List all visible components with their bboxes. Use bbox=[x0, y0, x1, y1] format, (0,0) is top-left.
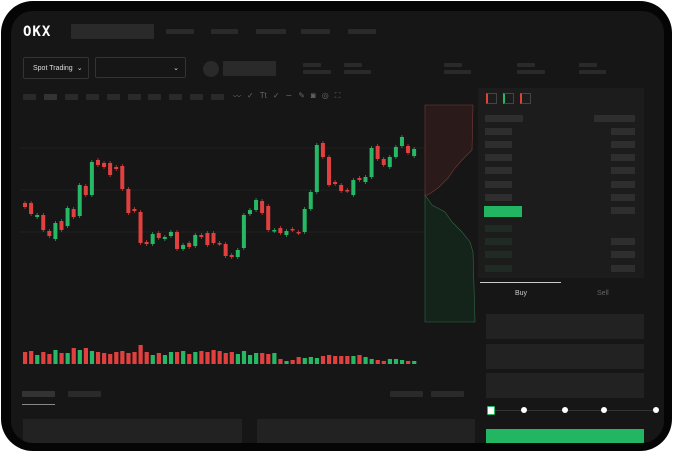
bid-amount bbox=[611, 251, 635, 258]
slider-step[interactable] bbox=[601, 407, 607, 413]
total-input[interactable] bbox=[486, 373, 644, 398]
fullscreen-icon[interactable]: ⛶ bbox=[334, 91, 341, 100]
last-price bbox=[484, 206, 522, 217]
stat-label bbox=[444, 63, 462, 67]
ask-price bbox=[485, 181, 512, 188]
camera-icon[interactable]: ◙ bbox=[310, 91, 316, 100]
screen: OKX Spot Trading ⌄ ⌄ 〰 ✓ Tt ✓ ∼ ✎ ◙ ◎ ⛶ bbox=[11, 11, 664, 443]
spot-trading-label: Spot Trading bbox=[33, 64, 73, 72]
bid-price bbox=[485, 238, 512, 245]
orderbook-both-icon[interactable] bbox=[486, 93, 497, 104]
target-icon[interactable]: ◎ bbox=[321, 91, 329, 100]
coin-icon bbox=[203, 61, 219, 77]
bid-price bbox=[485, 251, 512, 258]
nav-item[interactable] bbox=[256, 29, 286, 34]
pair-dropdown[interactable]: ⌄ bbox=[95, 57, 186, 78]
orderbook-bids-icon[interactable] bbox=[503, 93, 514, 104]
ask-amount bbox=[611, 167, 635, 174]
timeframe-button[interactable] bbox=[128, 94, 141, 100]
order-book bbox=[478, 88, 644, 278]
ask-amount bbox=[611, 128, 635, 135]
ask-amount bbox=[611, 207, 635, 214]
price-placeholder bbox=[223, 61, 276, 76]
ask-price bbox=[485, 154, 512, 161]
timeframe-button[interactable] bbox=[148, 94, 161, 100]
timeframe-button[interactable] bbox=[65, 94, 78, 100]
header-amount bbox=[594, 115, 635, 122]
filter-button[interactable] bbox=[431, 391, 464, 397]
timeframe-button[interactable] bbox=[44, 94, 57, 100]
amount-input[interactable] bbox=[486, 344, 644, 369]
text-icon[interactable]: Tt bbox=[259, 91, 267, 100]
curve-icon[interactable]: ∼ bbox=[285, 91, 293, 100]
tab-buy[interactable]: Buy bbox=[515, 290, 528, 297]
buy-tab-underline bbox=[480, 282, 561, 283]
tab-order-history[interactable] bbox=[68, 391, 101, 397]
ask-amount bbox=[611, 194, 635, 201]
slider-handle[interactable] bbox=[487, 406, 495, 415]
bid-amount bbox=[611, 265, 635, 272]
bid-price bbox=[485, 265, 512, 272]
timeframe-button[interactable] bbox=[190, 94, 203, 100]
timeframe-button[interactable] bbox=[23, 94, 36, 100]
ask-price bbox=[485, 167, 512, 174]
tab-sell[interactable]: Sell bbox=[597, 290, 609, 297]
search-placeholder[interactable] bbox=[71, 24, 154, 39]
stat-value bbox=[517, 70, 545, 74]
orderbook-view-toggles bbox=[486, 93, 531, 104]
nav-item[interactable] bbox=[211, 29, 238, 34]
nav-item[interactable] bbox=[301, 29, 330, 34]
check-icon[interactable]: ✓ bbox=[272, 91, 280, 100]
stat-value bbox=[444, 70, 471, 74]
ask-price bbox=[485, 128, 512, 135]
percent-slider-track[interactable] bbox=[490, 410, 657, 411]
ask-amount bbox=[611, 181, 635, 188]
ask-amount bbox=[611, 154, 635, 161]
bid-price bbox=[485, 225, 512, 232]
spot-trading-button[interactable]: Spot Trading ⌄ bbox=[23, 57, 89, 79]
stat-value bbox=[303, 70, 331, 74]
timeframe-button[interactable] bbox=[86, 94, 99, 100]
info-card bbox=[257, 419, 475, 443]
ask-price bbox=[485, 194, 512, 201]
stat-value bbox=[344, 70, 371, 74]
nav-item[interactable] bbox=[348, 29, 376, 34]
ask-amount bbox=[611, 141, 635, 148]
stat-label bbox=[517, 63, 535, 67]
stat-label bbox=[303, 63, 321, 67]
okx-logo: OKX bbox=[23, 24, 52, 40]
tab-open-orders[interactable] bbox=[22, 391, 55, 397]
timeframe-button[interactable] bbox=[107, 94, 120, 100]
chevron-down-icon: ⌄ bbox=[76, 65, 83, 72]
chevron-down-icon: ⌄ bbox=[173, 64, 179, 72]
bid-amount bbox=[611, 238, 635, 245]
slider-step[interactable] bbox=[653, 407, 659, 413]
slider-step[interactable] bbox=[521, 407, 527, 413]
info-card bbox=[23, 419, 242, 443]
stat-label bbox=[579, 63, 597, 67]
stat-value bbox=[579, 70, 606, 74]
nav-item[interactable] bbox=[166, 29, 194, 34]
price-input[interactable] bbox=[486, 314, 644, 339]
timeframe-button[interactable] bbox=[169, 94, 182, 100]
pencil-icon[interactable]: ✎ bbox=[298, 91, 305, 100]
drawing-tools: 〰 ✓ Tt ✓ ∼ ✎ ◙ ◎ ⛶ bbox=[233, 91, 340, 102]
filter-button[interactable] bbox=[390, 391, 423, 397]
header-price bbox=[485, 115, 523, 122]
line-wave-icon[interactable]: 〰 bbox=[233, 92, 241, 101]
ask-price bbox=[485, 141, 512, 148]
buy-button[interactable] bbox=[486, 429, 644, 443]
orderbook-asks-icon[interactable] bbox=[520, 93, 531, 104]
stat-label bbox=[344, 63, 362, 67]
check-icon[interactable]: ✓ bbox=[247, 91, 254, 100]
slider-step[interactable] bbox=[562, 407, 568, 413]
timeframe-button[interactable] bbox=[211, 94, 224, 100]
tab-underline bbox=[22, 404, 55, 405]
